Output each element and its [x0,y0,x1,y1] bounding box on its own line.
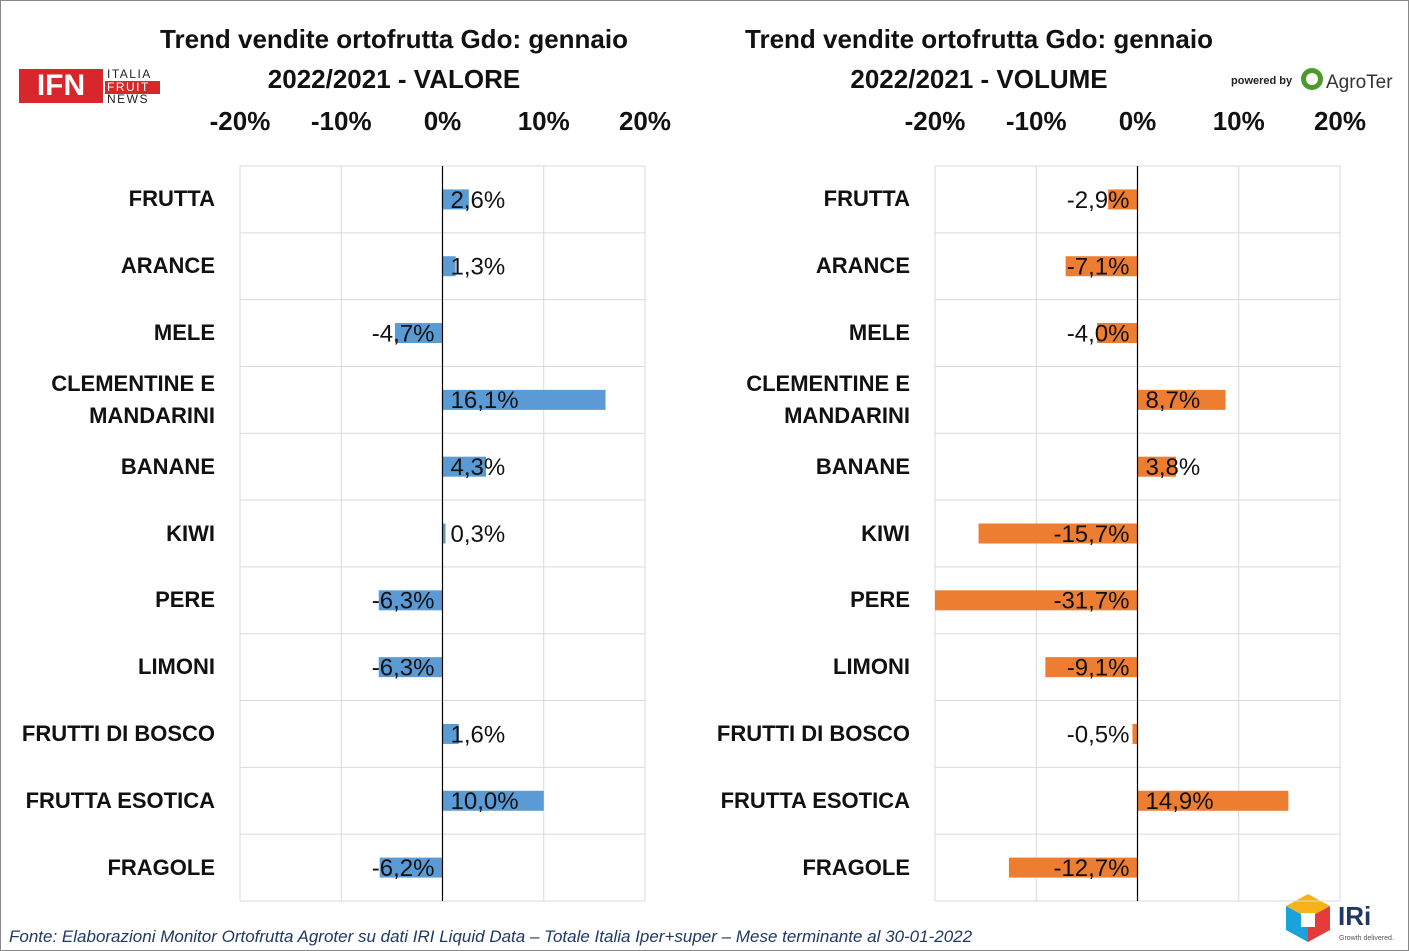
ifn-logo-box [19,69,103,103]
data-label: 16,1% [451,387,519,414]
data-label: 1,6% [451,721,506,748]
source-note: Fonte: Elaborazioni Monitor Ortofrutta A… [9,927,973,946]
bar [379,857,443,878]
category-label: PERE [155,587,215,613]
category-label: CLEMENTINE E MANDARINI [51,370,215,428]
data-label: 4,3% [451,454,506,481]
x-tick-label: -10% [311,106,372,136]
bar [442,256,456,277]
bar [378,657,443,678]
category-label: MELE [153,320,215,346]
category-label: LIMONI [138,654,215,680]
data-label: -6,3% [372,654,435,681]
data-label: 0,3% [451,521,506,548]
category-label: ARANCE [815,253,910,279]
category-label: BANANE [815,453,910,479]
x-tick-label: 10% [518,106,570,136]
bar [978,523,1138,544]
ifn-italia: ITALIA [107,67,152,81]
agroter-logo: AgroTer [1326,72,1393,93]
x-tick-label: 10% [1213,106,1265,136]
data-label: 14,9% [1146,788,1214,815]
data-label: 2,6% [451,187,506,214]
bar [1137,389,1226,410]
bar [442,523,446,544]
data-label: -4,0% [1067,320,1130,347]
data-label: -7,1% [1067,254,1130,281]
data-label: -9,1% [1067,654,1130,681]
category-label: FRUTTI DI BOSCO [716,720,910,746]
data-label: -0,5% [1067,721,1130,748]
data-label: -15,7% [1053,521,1129,548]
ifn-fruit-box [105,81,160,94]
iri-icon-center [1301,913,1315,927]
bar [1132,723,1138,744]
category-label: BANANE [120,453,215,479]
bar [1108,189,1138,210]
iri-logo: IRi [1338,901,1371,931]
bar [1137,456,1176,477]
category-label: FRUTTA [128,186,215,212]
bar [442,723,459,744]
category-label: FRUTTI DI BOSCO [21,720,215,746]
data-label: -6,3% [372,588,435,615]
bar [394,323,443,344]
data-label: 1,3% [451,254,506,281]
category-label: FRUTTA ESOTICA [25,787,215,813]
x-tick-label: 0% [424,106,462,136]
iri-tagline: Growth delivered. [1339,935,1394,942]
chart-title: Trend vendite ortofrutta Gdo: gennaio 20… [745,24,1213,94]
category-label: MELE [848,320,910,346]
ifn-logo: IFN [37,69,85,102]
ifn-fruit: FRUIT [107,80,150,94]
agroter-icon-inner [1306,73,1318,85]
x-tick-label: -20% [905,106,966,136]
category-label: PERE [850,587,910,613]
bar [378,590,443,611]
category-label: FRAGOLE [802,854,910,880]
bar [1065,256,1138,277]
bar [1045,657,1138,678]
bar [1008,857,1138,878]
category-label: FRUTTA ESOTICA [720,787,910,813]
x-tick-label: 20% [1314,106,1366,136]
powered-by: powered by [1231,75,1293,87]
data-label: 10,0% [451,788,519,815]
x-tick-label: 0% [1119,106,1157,136]
bar [442,389,606,410]
x-tick-label: -20% [210,106,271,136]
x-tick-label: -10% [1006,106,1067,136]
data-label: -2,9% [1067,187,1130,214]
category-label: KIWI [861,520,910,546]
data-label: -6,2% [372,855,435,882]
bar [935,590,1138,611]
category-label: ARANCE [120,253,215,279]
chart-title: Trend vendite ortofrutta Gdo: gennaio 20… [160,24,628,94]
bar [442,790,544,811]
data-label: 3,8% [1146,454,1201,481]
bar [442,456,487,477]
x-tick-label: 20% [619,106,671,136]
bar [1137,790,1289,811]
category-label: KIWI [166,520,215,546]
category-label: CLEMENTINE E MANDARINI [746,370,910,428]
data-label: -4,7% [372,320,435,347]
category-label: FRUTTA [823,186,910,212]
bar [442,189,469,210]
category-label: FRAGOLE [107,854,215,880]
data-label: -31,7% [1053,588,1129,615]
category-label: LIMONI [833,654,910,680]
bar [1097,323,1138,344]
data-label: -12,7% [1053,855,1129,882]
ifn-news: NEWS [107,92,149,106]
data-label: 8,7% [1146,387,1201,414]
